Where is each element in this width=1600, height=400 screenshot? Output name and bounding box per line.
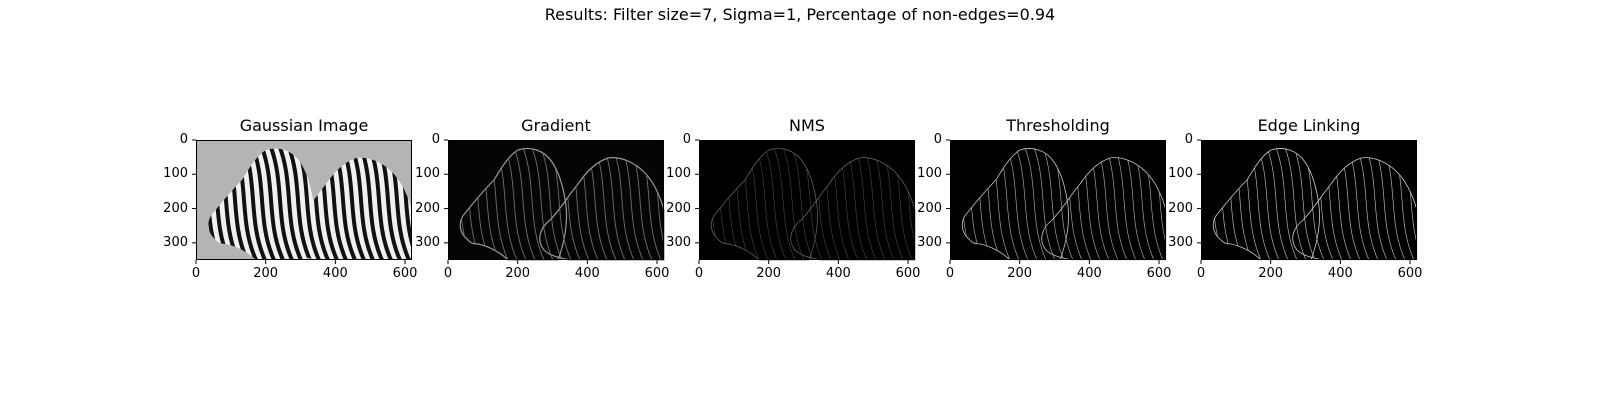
image-plot [695, 139, 916, 264]
x-tick-label: 0 [1196, 266, 1206, 281]
panel-edge-linking: Edge Linking 0 100 200 300 0 200 400 600 [1165, 116, 1425, 296]
y-tick-label: 0 [431, 132, 440, 147]
image-plot [444, 139, 665, 264]
image-plot [946, 139, 1167, 264]
x-tick-label: 200 [1007, 266, 1033, 281]
x-tick-label: 400 [1076, 266, 1102, 281]
y-tick-label: 200 [666, 200, 691, 216]
panel-title: Gradient [521, 116, 591, 135]
y-tick-label: 300 [163, 234, 188, 250]
image-plot [192, 139, 412, 264]
x-tick-label: 400 [825, 266, 851, 281]
x-tick-label: 600 [392, 266, 418, 281]
x-tick-label: 0 [191, 266, 201, 281]
image-background [448, 140, 664, 260]
x-tick-label: 200 [505, 266, 531, 281]
x-tick-label: 400 [1327, 266, 1353, 281]
y-tick-label: 100 [666, 166, 691, 182]
axes-frame [950, 140, 1166, 260]
x-tick-label: 0 [945, 266, 955, 281]
y-tick-label: 0 [933, 132, 942, 147]
image-axes: 0 100 200 300 0 200 400 600 [163, 133, 417, 281]
image-axes: 0 100 200 300 0 200 400 600 [917, 133, 1171, 281]
axes-frame [699, 140, 915, 260]
image-background [699, 140, 915, 260]
panel-title: Gaussian Image [239, 116, 369, 135]
axes-frame [1201, 140, 1417, 260]
axes-frame [448, 140, 664, 260]
x-tick-label: 400 [322, 266, 348, 281]
x-tick-label: 600 [895, 266, 921, 281]
x-tick-label: 600 [1397, 266, 1423, 281]
axes-frame [196, 140, 412, 260]
image-axes: 0 100 200 300 0 200 400 600 [666, 133, 920, 281]
panel-gradient: Gradient 0 100 200 300 0 200 400 600 [412, 116, 672, 296]
image-background [950, 140, 1166, 260]
x-tick-label: 0 [443, 266, 453, 281]
y-tick-label: 300 [917, 234, 942, 250]
panel-gaussian-image: Gaussian Image 0 100 200 300 0 200 400 600 [160, 116, 420, 296]
image-axes: 0 100 200 300 0 200 400 600 [415, 133, 669, 281]
y-tick-label: 200 [1168, 200, 1193, 216]
y-tick-label: 100 [415, 166, 440, 182]
image-axes: 0 100 200 300 0 200 400 600 [1168, 133, 1422, 281]
y-tick-label: 0 [682, 132, 691, 147]
y-tick-label: 300 [415, 234, 440, 250]
y-tick-label: 200 [917, 200, 942, 216]
figure-suptitle: Results: Filter size=7, Sigma=1, Percent… [544, 5, 1056, 24]
y-tick-label: 100 [917, 166, 942, 182]
panel-thresholding: Thresholding 0 100 200 300 0 200 400 600 [914, 116, 1174, 296]
panel-title: NMS [789, 116, 825, 135]
panel-nms: NMS 0 100 200 300 0 200 400 600 [663, 116, 923, 296]
image-plot [1197, 139, 1418, 264]
x-tick-label: 600 [644, 266, 670, 281]
x-tick-label: 400 [574, 266, 600, 281]
y-tick-label: 200 [415, 200, 440, 216]
panel-title: Edge Linking [1257, 116, 1361, 135]
x-tick-label: 200 [253, 266, 279, 281]
x-tick-label: 200 [756, 266, 782, 281]
y-tick-label: 200 [163, 200, 188, 216]
x-tick-label: 600 [1146, 266, 1172, 281]
y-tick-label: 100 [1168, 166, 1193, 182]
panel-title: Thresholding [1006, 116, 1110, 135]
x-tick-label: 0 [694, 266, 704, 281]
y-tick-label: 100 [163, 166, 188, 182]
y-tick-label: 300 [1168, 234, 1193, 250]
x-tick-label: 200 [1258, 266, 1284, 281]
y-tick-label: 0 [179, 132, 188, 147]
y-tick-label: 300 [666, 234, 691, 250]
y-tick-label: 0 [1184, 132, 1193, 147]
image-background [1201, 140, 1417, 260]
